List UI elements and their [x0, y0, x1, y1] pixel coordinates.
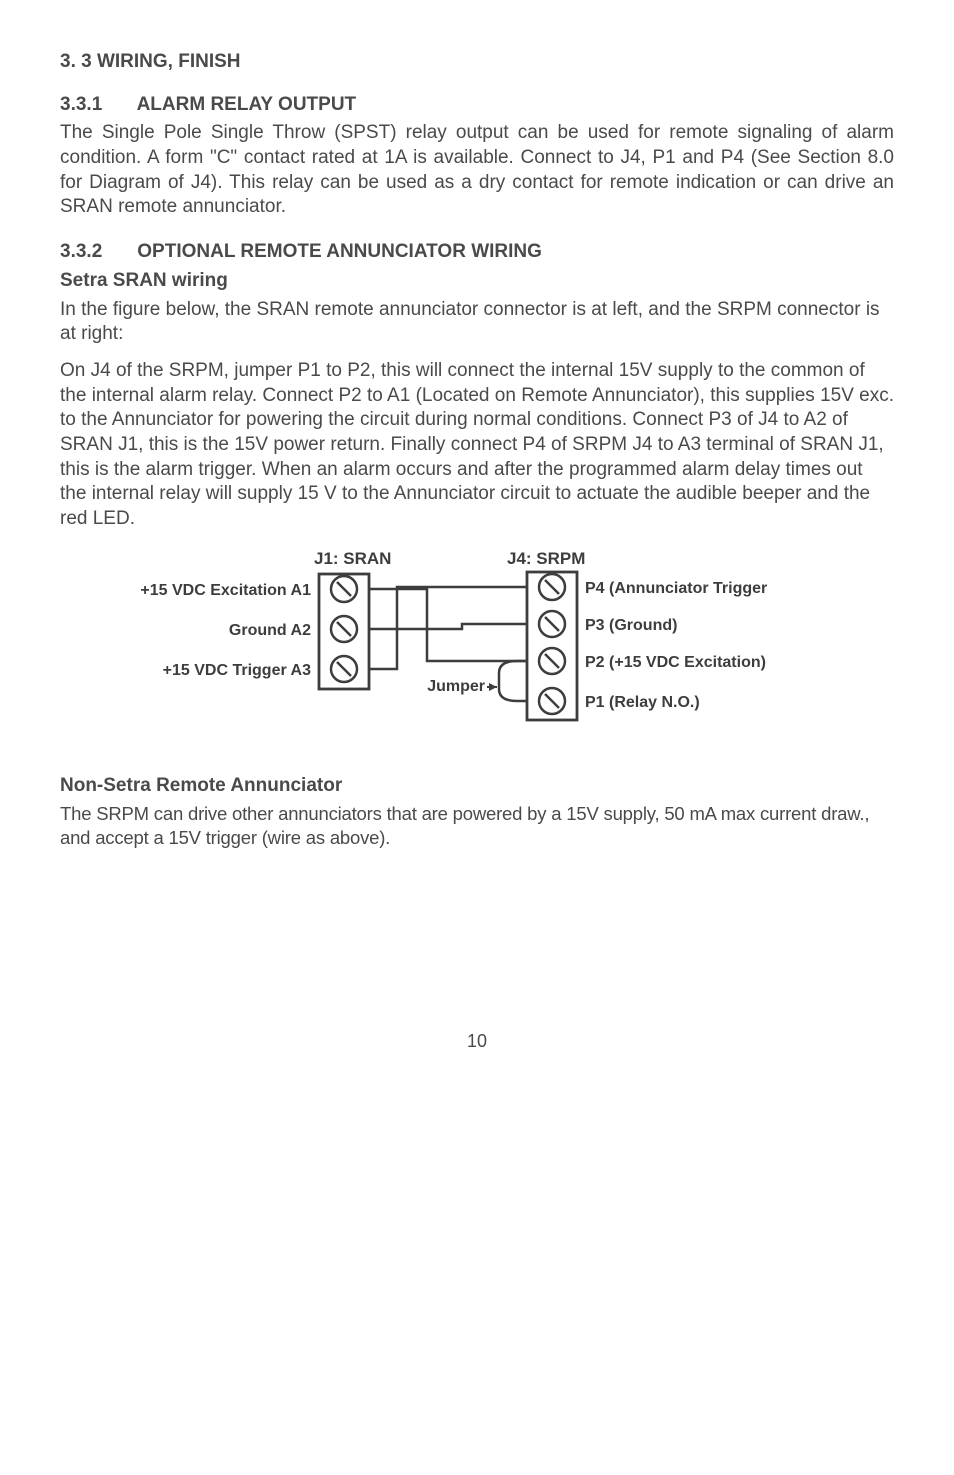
svg-text:P2 (+15 VDC Excitation): P2 (+15 VDC Excitation) [585, 654, 766, 671]
nonsetra-body: The SRPM can drive other annunciators th… [60, 802, 894, 850]
wiring-diagram: J1: SRAN J4: SRPM +15 VDC Excitation A1 Gro… [97, 544, 857, 754]
subsection-331-body: The Single Pole Single Throw (SPST) rela… [60, 121, 894, 220]
setra-wiring-p1: In the figure below, the SRAN remote ann… [60, 298, 894, 347]
svg-text:J4: SRPM: J4: SRPM [507, 549, 585, 568]
svg-text:P1 (Relay N.O.): P1 (Relay N.O.) [585, 694, 700, 711]
svg-text:P3 (Ground): P3 (Ground) [585, 617, 677, 634]
subsection-332-title: OPTIONAL REMOTE ANNUNCIATOR WIRING [137, 241, 542, 262]
setra-wiring-p2: On J4 of the SRPM, jumper P1 to P2, this… [60, 359, 894, 532]
subsection-332-number: 3.3.2 [60, 240, 132, 265]
subsection-331-heading: 3.3.1 ALARM RELAY OUTPUT [60, 93, 894, 118]
svg-text:+15 VDC Excitation A1: +15 VDC Excitation A1 [140, 582, 311, 599]
svg-text:J1: SRAN: J1: SRAN [314, 549, 391, 568]
nonsetra-heading: Non-Setra Remote Annunciator [60, 774, 894, 799]
subsection-331-title: ALARM RELAY OUTPUT [137, 94, 357, 115]
setra-wiring-heading: Setra SRAN wiring [60, 269, 894, 294]
section-heading: 3. 3 WIRING, FINISH [60, 50, 894, 75]
svg-text:+15 VDC Trigger A3: +15 VDC Trigger A3 [163, 662, 311, 679]
svg-text:Jumper: Jumper [427, 678, 485, 695]
page-number: 10 [60, 1030, 894, 1053]
svg-text:Ground A2: Ground A2 [229, 622, 311, 639]
subsection-332-heading: 3.3.2 OPTIONAL REMOTE ANNUNCIATOR WIRING [60, 240, 894, 265]
svg-text:P4 (Annunciator Trigger: P4 (Annunciator Trigger [585, 580, 767, 597]
subsection-331-number: 3.3.1 [60, 93, 132, 118]
